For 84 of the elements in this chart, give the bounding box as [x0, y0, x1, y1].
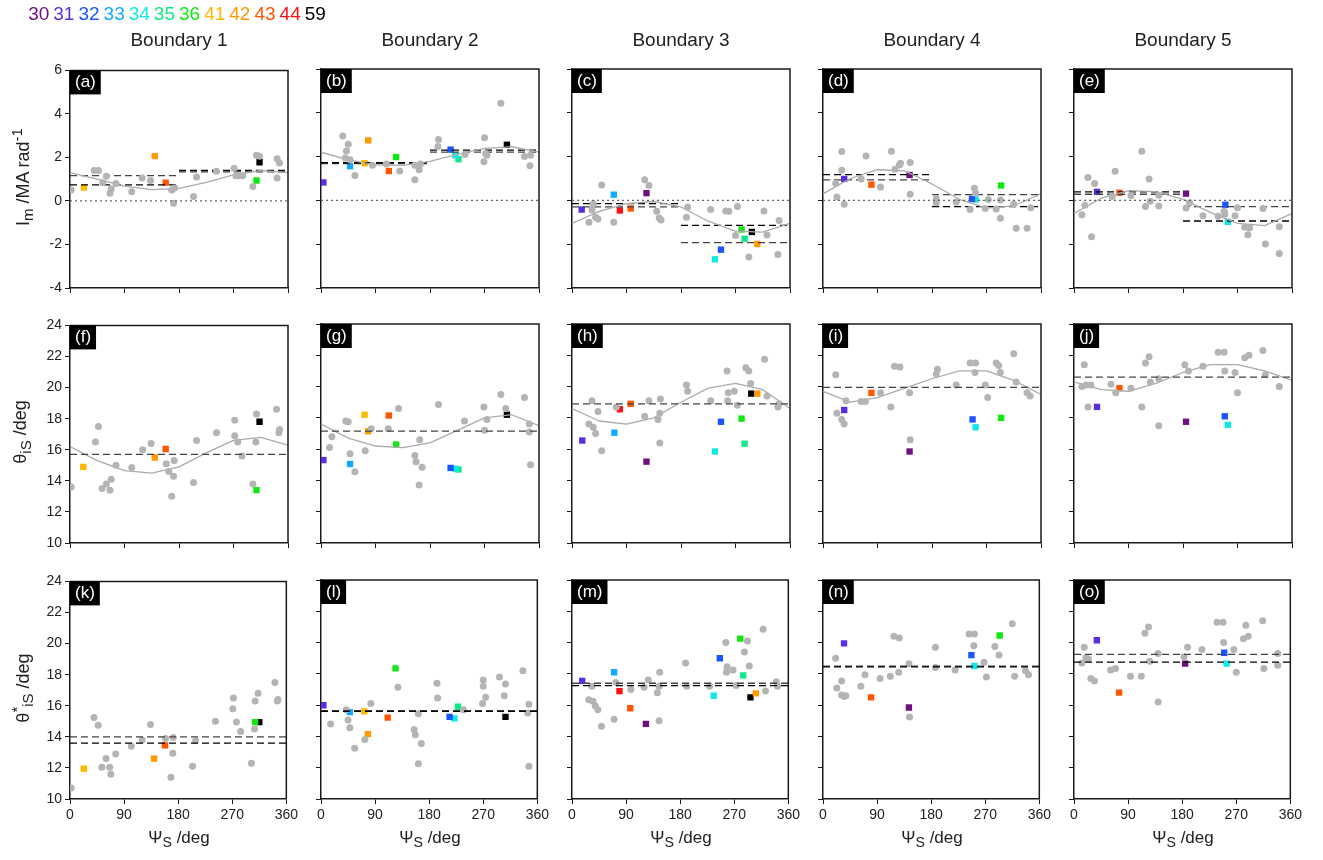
- annotation: (j): [1079, 325, 1095, 345]
- y-tick-label: 12: [46, 758, 63, 775]
- text: 36: [179, 3, 201, 24]
- annotation: (b): [326, 70, 347, 90]
- y-tick-label: -2: [49, 235, 63, 252]
- y-tick-label: 20: [46, 378, 63, 395]
- legend-label: 33: [103, 3, 125, 24]
- x-tick-label: 90: [116, 806, 133, 823]
- y-tick-label: 14: [46, 471, 63, 488]
- text: 43: [254, 3, 276, 24]
- text: 41: [204, 3, 226, 24]
- x-tick-label: 270: [471, 806, 496, 823]
- x-tick-label: 0: [317, 806, 326, 823]
- legend-label: 32: [78, 3, 100, 24]
- x-tick-label: 360: [525, 806, 550, 823]
- y-tick-label: -4: [49, 278, 63, 295]
- x-tick-label: 180: [919, 806, 944, 823]
- x-tick-label: 0: [66, 806, 75, 823]
- chart-title: Boundary 4: [882, 29, 982, 51]
- y-tick-label: 12: [46, 502, 63, 519]
- y-tick-label: 10: [46, 789, 63, 806]
- x-tick-label: 360: [776, 806, 801, 823]
- x-axis-title: Ψ$_{S}$ /deg: [147, 828, 211, 851]
- x-tick-label: 360: [1278, 806, 1303, 823]
- annotation: (m): [577, 581, 603, 601]
- y-tick-label: 2: [54, 148, 63, 165]
- x-axis-title: Ψ$_{S}$ /deg: [398, 828, 462, 851]
- y-tick-label: 14: [46, 727, 63, 744]
- x-axis-title: Ψ$_{S}$ /deg: [900, 828, 964, 851]
- x-tick-label: 180: [166, 806, 191, 823]
- annotation: (n): [828, 581, 849, 601]
- x-tick-label: 360: [274, 806, 299, 823]
- chart-title: Boundary 3: [631, 29, 731, 51]
- legend-label: 31: [53, 3, 75, 24]
- y-tick-label: 16: [46, 440, 63, 457]
- x-tick-label: 180: [417, 806, 442, 823]
- chart-title: Boundary 5: [1133, 29, 1233, 51]
- y-tick-label: 6: [54, 61, 63, 78]
- y-tick-label: 16: [46, 696, 63, 713]
- annotation: (a): [75, 72, 96, 92]
- legend-label: 35: [153, 3, 175, 24]
- x-tick-label: 0: [1070, 806, 1079, 823]
- y-tick-label: 24: [46, 316, 63, 333]
- text: 42: [229, 3, 251, 24]
- annotation: (l): [326, 581, 342, 601]
- chart-title: Boundary 1: [129, 29, 229, 51]
- y-tick-label: 22: [46, 347, 63, 364]
- chart-title: Boundary 2: [380, 29, 480, 51]
- annotation: (c): [577, 70, 597, 90]
- y-tick-label: 4: [54, 104, 63, 121]
- y-tick-label: 22: [46, 603, 63, 620]
- y-tick-label: 20: [46, 634, 63, 651]
- annotation: (h): [577, 325, 598, 345]
- x-axis-title: Ψ$_{S}$ /deg: [649, 828, 713, 851]
- x-tick-label: 180: [668, 806, 693, 823]
- y-tick-label: 18: [46, 409, 63, 426]
- x-tick-label: 90: [869, 806, 886, 823]
- annotation: (k): [75, 583, 95, 603]
- annotation: (d): [828, 70, 849, 90]
- annotation: (g): [326, 325, 347, 345]
- y-tick-label: 18: [46, 665, 63, 682]
- annotation: (e): [1079, 70, 1100, 90]
- x-tick-label: 0: [568, 806, 577, 823]
- y-tick-label: 24: [46, 572, 63, 589]
- x-tick-label: 270: [220, 806, 245, 823]
- y-tick-label: 0: [54, 191, 63, 208]
- legend-label: 30: [28, 3, 50, 24]
- annotation: (f): [75, 327, 92, 347]
- x-tick-label: 270: [973, 806, 998, 823]
- text: 59: [304, 3, 326, 24]
- x-tick-label: 270: [1224, 806, 1249, 823]
- annotation: (i): [828, 325, 844, 345]
- legend-label: 44: [279, 3, 301, 24]
- x-tick-label: 270: [722, 806, 747, 823]
- x-tick-label: 90: [618, 806, 635, 823]
- legend-label: 34: [128, 3, 150, 24]
- y-tick-label: 10: [46, 533, 63, 550]
- x-tick-label: 90: [1120, 806, 1137, 823]
- x-tick-label: 180: [1170, 806, 1195, 823]
- x-axis-title: Ψ$_{S}$ /deg: [1151, 828, 1215, 851]
- x-tick-label: 90: [367, 806, 384, 823]
- x-tick-label: 360: [1027, 806, 1052, 823]
- annotation: (o): [1079, 581, 1100, 601]
- x-tick-label: 0: [819, 806, 828, 823]
